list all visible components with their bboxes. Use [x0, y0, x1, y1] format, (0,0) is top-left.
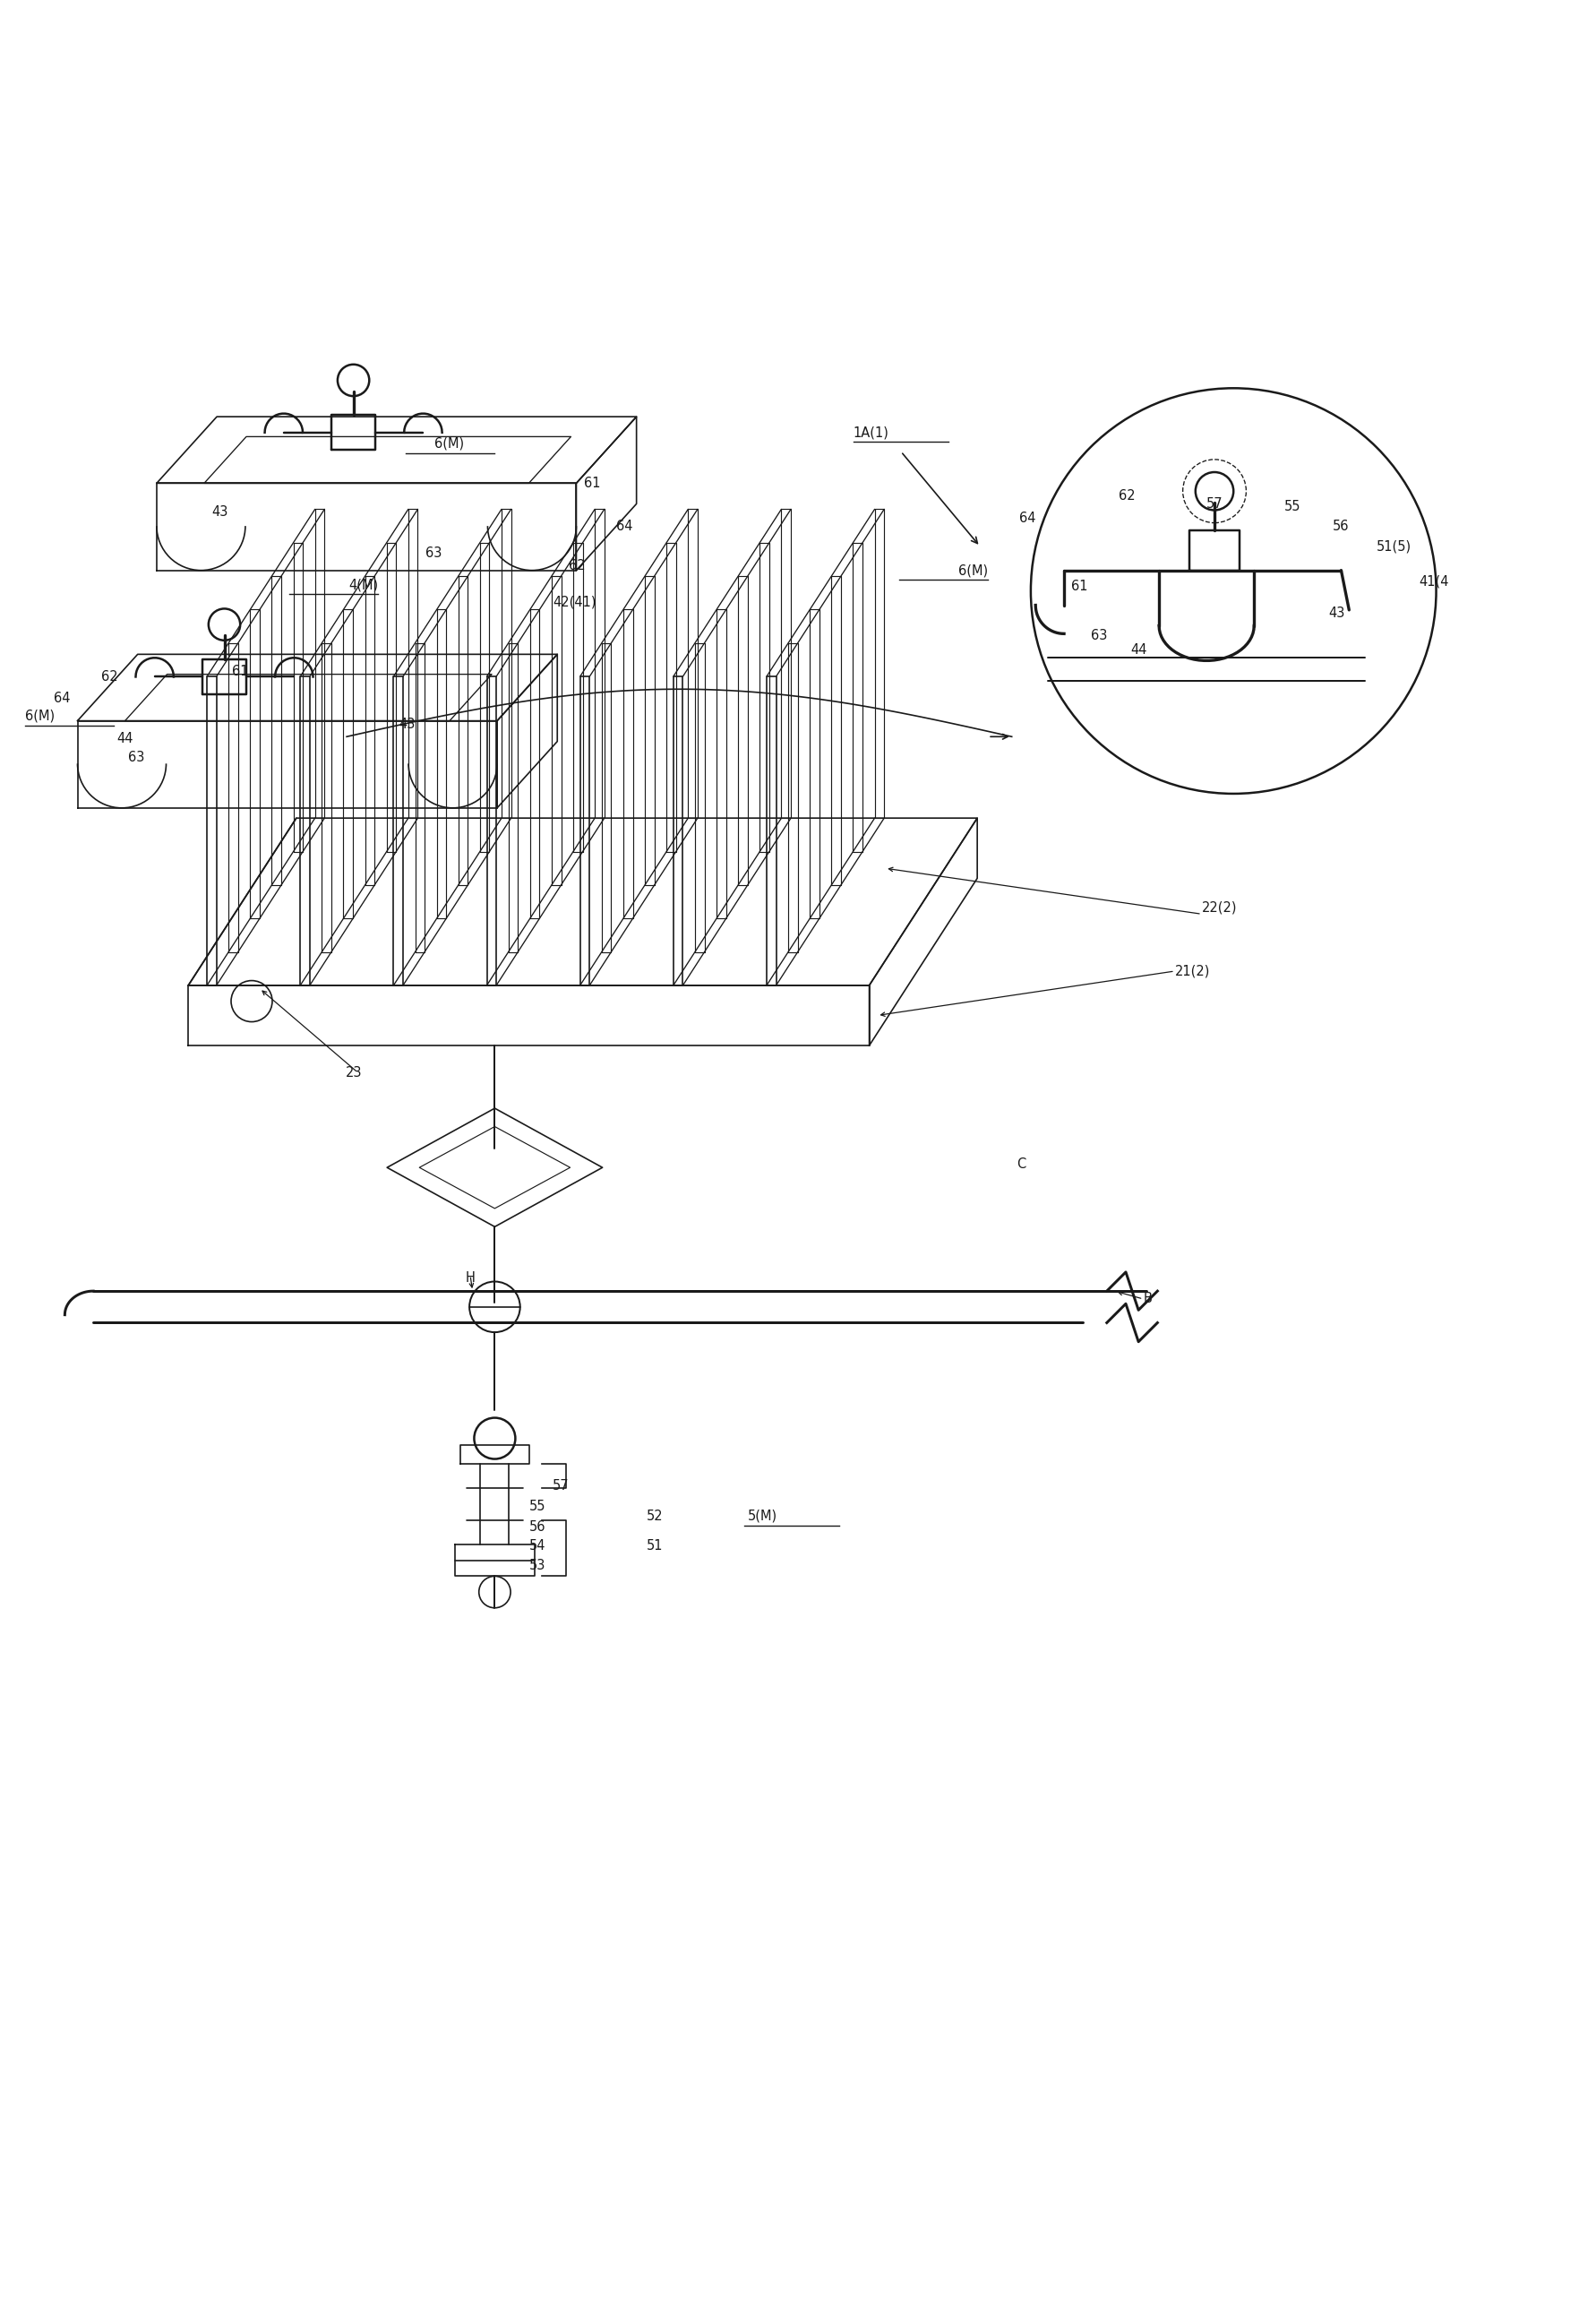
Text: 55: 55: [1283, 501, 1301, 515]
Text: 63: 63: [1090, 629, 1108, 641]
Text: 23: 23: [346, 1066, 362, 1080]
Text: 64: 64: [1020, 512, 1036, 524]
Text: 1A(1): 1A(1): [854, 425, 889, 439]
Text: 57: 57: [552, 1479, 570, 1493]
Text: 43: 43: [1328, 606, 1345, 620]
Text: 57: 57: [1207, 496, 1223, 510]
Text: 55: 55: [528, 1500, 546, 1514]
Text: 5(M): 5(M): [747, 1509, 777, 1523]
Text: 51: 51: [646, 1539, 664, 1553]
Text: 54: 54: [528, 1539, 546, 1553]
Text: H: H: [466, 1273, 476, 1284]
Text: 56: 56: [528, 1521, 546, 1534]
Text: 53: 53: [528, 1557, 546, 1571]
Text: 21(2): 21(2): [1175, 965, 1210, 979]
Text: 63: 63: [128, 751, 144, 765]
Text: 61: 61: [584, 475, 600, 489]
Text: 51(5): 51(5): [1376, 540, 1411, 554]
Text: 41(4: 41(4: [1419, 574, 1449, 588]
Text: 52: 52: [646, 1509, 664, 1523]
Text: 43: 43: [399, 717, 415, 730]
Text: 42(41): 42(41): [552, 595, 595, 609]
Text: 43: 43: [212, 505, 228, 519]
Text: 22(2): 22(2): [1202, 900, 1237, 914]
Text: 6(M): 6(M): [958, 563, 988, 577]
Text: 62: 62: [568, 558, 586, 572]
Text: B: B: [1143, 1293, 1152, 1305]
Text: 44: 44: [117, 730, 134, 744]
Text: 63: 63: [425, 547, 442, 560]
Text: 61: 61: [233, 666, 249, 678]
Text: 61: 61: [1071, 579, 1088, 593]
Text: 4(M): 4(M): [348, 579, 378, 590]
Text: 6(M): 6(M): [26, 710, 54, 724]
Text: 6(M): 6(M): [434, 436, 464, 450]
Text: 62: 62: [101, 671, 118, 682]
Text: C: C: [1017, 1158, 1026, 1171]
Text: 44: 44: [1130, 643, 1148, 657]
Text: 62: 62: [1119, 489, 1136, 503]
Text: 56: 56: [1333, 519, 1350, 533]
Text: 64: 64: [53, 691, 70, 705]
Text: 64: 64: [616, 519, 632, 533]
